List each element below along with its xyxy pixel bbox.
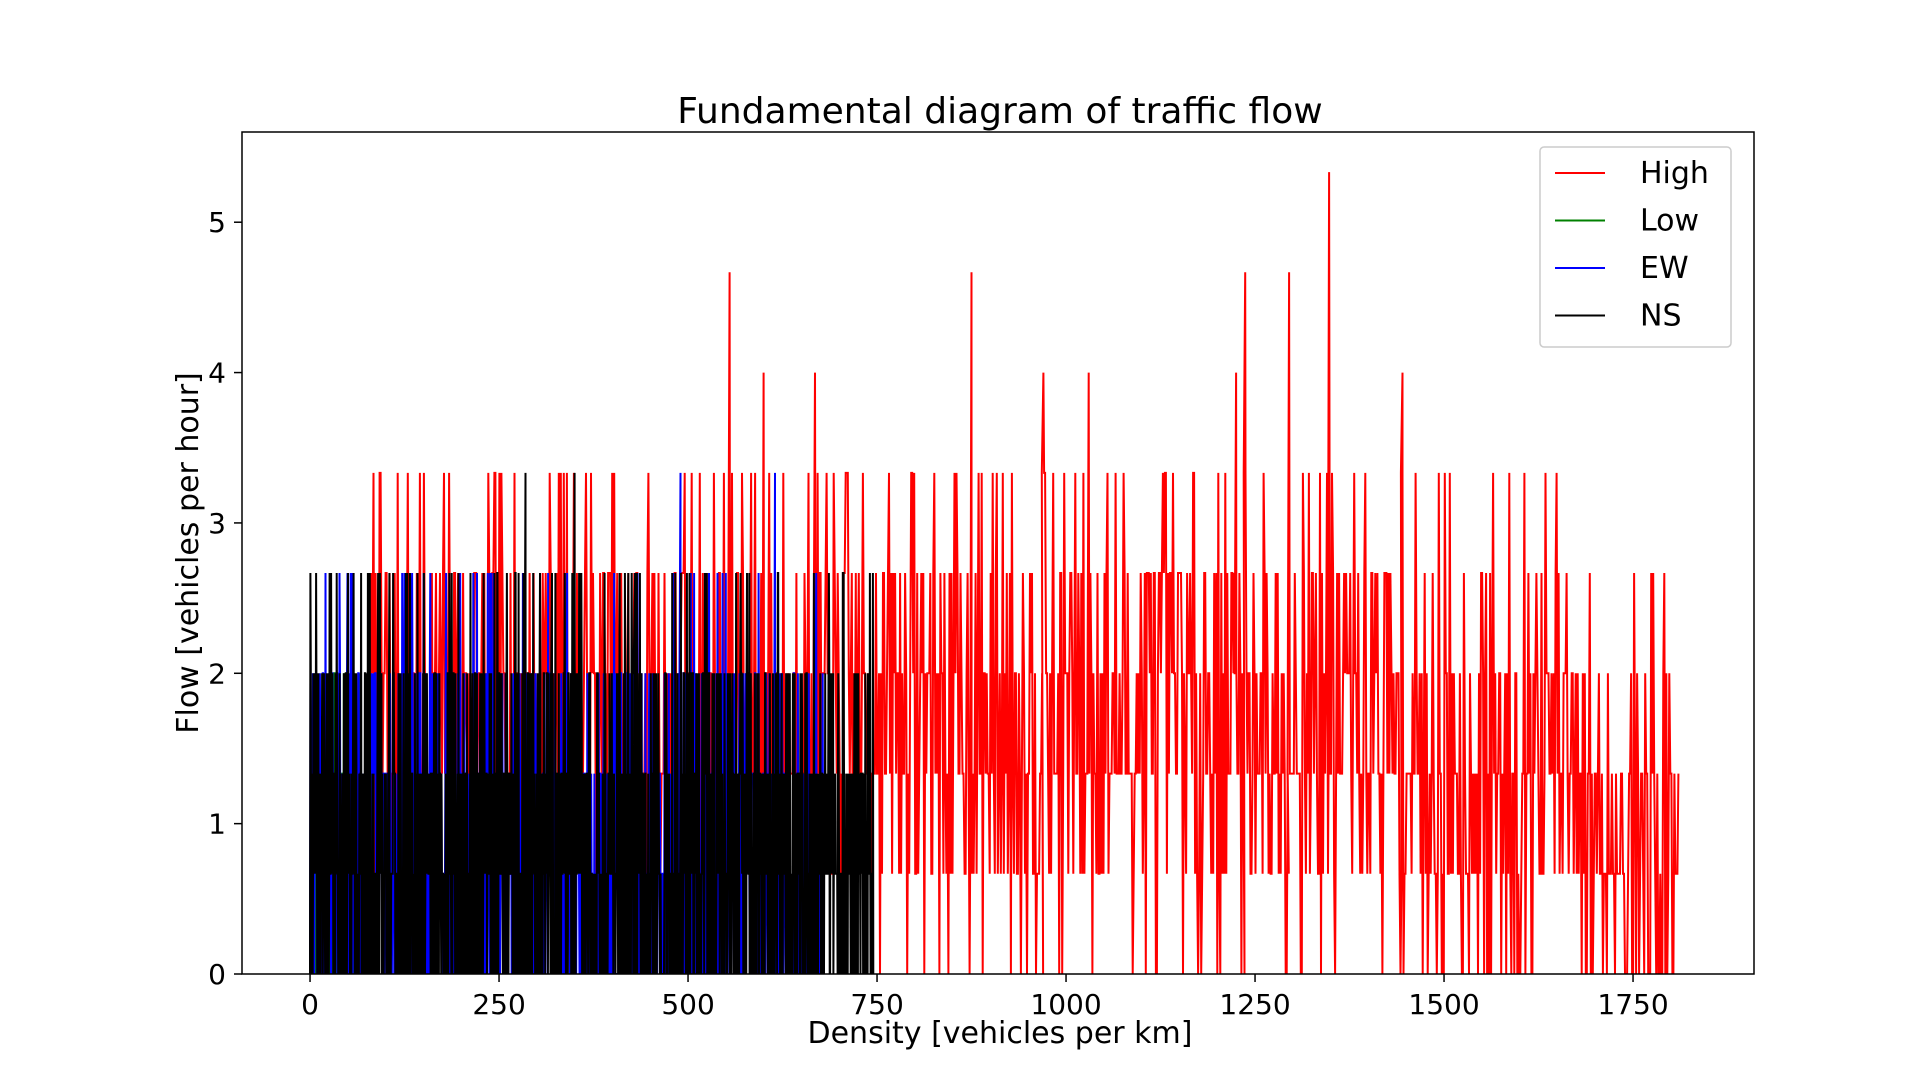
legend-label-low: Low (1640, 204, 1699, 239)
series-layer (309, 172, 1680, 974)
y-tick-label: 5 (208, 206, 226, 239)
x-tick-label: 0 (301, 988, 319, 1021)
x-tick-label: 500 (661, 988, 714, 1021)
x-axis-label: Density [vehicles per km] (808, 1016, 1193, 1051)
legend: High Low EW NS (1539, 146, 1732, 348)
y-tick-label: 3 (208, 507, 226, 540)
x-tick-label: 1500 (1408, 988, 1479, 1021)
legend-label-ns: NS (1640, 299, 1681, 334)
x-axis: 0 250 500 750 1000 1250 1500 1750 (301, 974, 1669, 1021)
x-tick-label: 1250 (1219, 988, 1290, 1021)
x-tick-label: 750 (850, 988, 903, 1021)
x-tick-label: 1750 (1597, 988, 1668, 1021)
y-tick-label: 0 (208, 958, 226, 991)
chart-title: Fundamental diagram of traffic flow (677, 91, 1322, 132)
series-line-ns (309, 472, 875, 974)
legend-label-high: High (1640, 156, 1709, 191)
legend-label-ew: EW (1640, 251, 1689, 286)
x-tick-label: 1000 (1030, 988, 1101, 1021)
y-tick-label: 1 (208, 808, 226, 841)
series-line-high (369, 172, 1680, 974)
y-tick-label: 4 (208, 357, 226, 390)
y-tick-label: 2 (208, 657, 226, 690)
x-tick-label: 250 (472, 988, 525, 1021)
y-axis-label: Flow [vehicles per hour] (171, 372, 206, 734)
y-axis: 0 1 2 3 4 5 (208, 206, 242, 991)
legend-box (1539, 146, 1732, 348)
plot-frame (241, 131, 1755, 975)
